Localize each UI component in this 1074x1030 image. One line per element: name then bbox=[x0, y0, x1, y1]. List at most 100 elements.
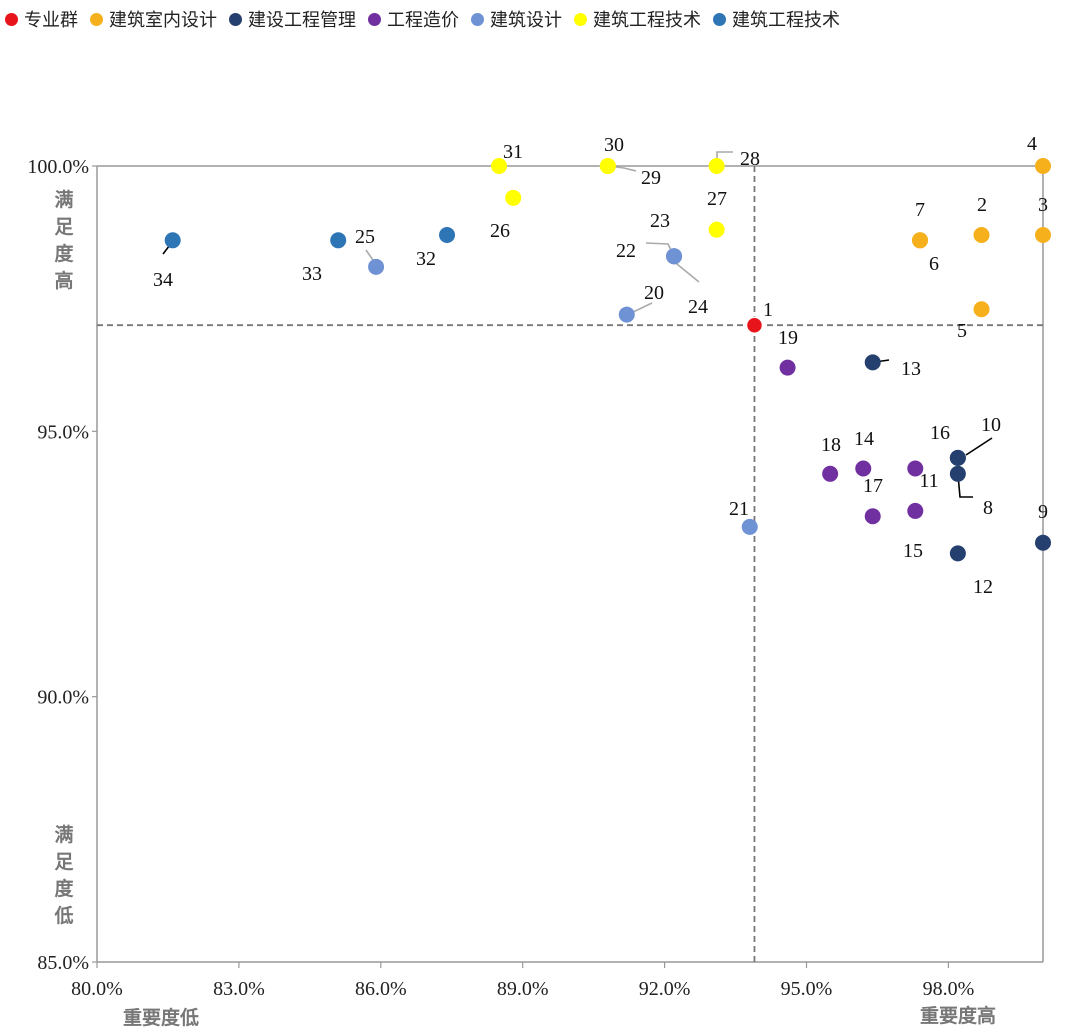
point-label: 1 bbox=[763, 299, 773, 321]
data-point bbox=[1035, 158, 1051, 174]
point-label: 30 bbox=[604, 134, 624, 156]
data-point bbox=[164, 232, 181, 249]
data-point bbox=[491, 158, 508, 174]
data-point bbox=[745, 316, 764, 334]
point-label: 4 bbox=[1027, 133, 1037, 155]
data-point bbox=[949, 465, 966, 482]
data-point bbox=[1035, 534, 1051, 551]
data-point bbox=[368, 258, 385, 275]
data-point bbox=[907, 460, 924, 477]
point-label: 28 bbox=[740, 148, 760, 170]
legend-swatch bbox=[5, 12, 18, 26]
reference-lines bbox=[97, 166, 1043, 962]
point-label: 25 bbox=[355, 226, 375, 248]
point-label: 8 bbox=[983, 497, 993, 519]
data-point bbox=[599, 158, 616, 174]
point-label: 21 bbox=[729, 498, 749, 520]
x-tick-label: 83.0% bbox=[213, 978, 265, 1000]
legend-swatch bbox=[574, 12, 587, 26]
satisfaction-low-label: 足 bbox=[54, 851, 74, 873]
x-tick-label: 80.0% bbox=[71, 978, 123, 1000]
point-label: 17 bbox=[863, 475, 883, 497]
point-label: 6 bbox=[929, 253, 939, 275]
legend-label: 建设工程管理 bbox=[248, 10, 356, 31]
x-tick-label: 92.0% bbox=[639, 978, 691, 1000]
satisfaction-high-label: 满 bbox=[54, 188, 73, 211]
satisfaction-low-label: 低 bbox=[53, 904, 73, 927]
point-label: 26 bbox=[490, 220, 510, 242]
legend-label: 工程造价 bbox=[387, 10, 459, 31]
data-points bbox=[164, 158, 1051, 562]
data-point bbox=[779, 359, 796, 376]
data-point bbox=[855, 460, 872, 477]
y-tick-label: 90.0% bbox=[37, 687, 89, 709]
data-point bbox=[864, 508, 881, 525]
point-label: 2 bbox=[977, 194, 987, 216]
legend-item: 建筑设计 bbox=[471, 6, 562, 32]
x-tick-label: 86.0% bbox=[355, 978, 407, 1000]
point-label: 13 bbox=[901, 358, 921, 380]
data-point bbox=[505, 189, 522, 206]
satisfaction-low-label: 满 bbox=[54, 823, 73, 846]
point-label: 7 bbox=[915, 199, 925, 221]
x-tick-label: 89.0% bbox=[497, 978, 549, 1000]
point-label: 23 bbox=[650, 210, 670, 232]
point-label: 33 bbox=[302, 263, 322, 285]
legend-item: 建筑工程技术 bbox=[574, 6, 701, 32]
data-point bbox=[666, 248, 683, 265]
legend-swatch bbox=[713, 12, 726, 26]
point-label: 22 bbox=[616, 240, 636, 262]
data-point bbox=[618, 306, 635, 323]
data-point bbox=[330, 232, 347, 249]
importance-high-label: 重要度高 bbox=[920, 1004, 996, 1027]
point-label: 29 bbox=[641, 167, 661, 189]
y-tick-label: 95.0% bbox=[37, 421, 89, 443]
data-point bbox=[439, 226, 456, 243]
legend-swatch bbox=[90, 12, 103, 26]
x-tick-label: 95.0% bbox=[781, 978, 833, 1000]
data-point bbox=[741, 518, 758, 535]
legend-item: 专业群 bbox=[5, 6, 78, 32]
plot-frame bbox=[96, 165, 1044, 963]
point-label: 9 bbox=[1038, 501, 1048, 523]
data-point bbox=[1035, 226, 1051, 243]
importance-low-label: 重要度低 bbox=[123, 1006, 199, 1029]
legend-swatch bbox=[368, 12, 381, 26]
y-tick-label: 100.0% bbox=[27, 156, 89, 178]
satisfaction-high-label: 度 bbox=[54, 242, 74, 265]
data-point bbox=[973, 301, 990, 318]
legend-label: 建筑室内设计 bbox=[109, 10, 217, 31]
data-point bbox=[708, 221, 725, 238]
satisfaction-high-label: 足 bbox=[54, 216, 74, 238]
satisfaction-low-label: 度 bbox=[54, 877, 74, 900]
data-point bbox=[912, 232, 929, 249]
legend-swatch bbox=[471, 12, 484, 26]
label-leader-line bbox=[957, 474, 973, 498]
data-point bbox=[708, 158, 725, 174]
chart-legend: 专业群 建筑室内设计 建设工程管理 工程造价 建筑设计 建筑工程技术 建筑工程技术 bbox=[0, 5, 1074, 33]
point-label: 16 bbox=[930, 422, 950, 444]
data-point bbox=[973, 226, 990, 243]
legend-label: 建筑工程技术 bbox=[593, 10, 701, 31]
x-tick-label: 98.0% bbox=[923, 978, 975, 1000]
y-tick-label: 85.0% bbox=[37, 952, 89, 974]
point-label: 31 bbox=[503, 141, 523, 163]
legend-item: 建筑工程技术 bbox=[713, 6, 840, 32]
point-label: 5 bbox=[957, 320, 967, 342]
data-point bbox=[949, 545, 966, 562]
axis-ticks: 80.0% 83.0% 86.0% 89.0% 92.0% 95.0% 98.0% 100.0… bbox=[27, 156, 974, 1000]
legend-label: 建筑工程技术 bbox=[732, 10, 840, 31]
point-label: 32 bbox=[416, 248, 436, 270]
label-leader-line bbox=[965, 437, 993, 456]
data-point bbox=[822, 465, 839, 482]
point-label: 27 bbox=[707, 188, 727, 210]
point-label: 34 bbox=[153, 269, 173, 291]
satisfaction-high-label: 高 bbox=[54, 269, 73, 292]
point-label: 11 bbox=[919, 470, 938, 492]
data-point bbox=[949, 449, 966, 466]
point-label: 14 bbox=[854, 428, 874, 450]
point-label: 24 bbox=[688, 296, 708, 318]
